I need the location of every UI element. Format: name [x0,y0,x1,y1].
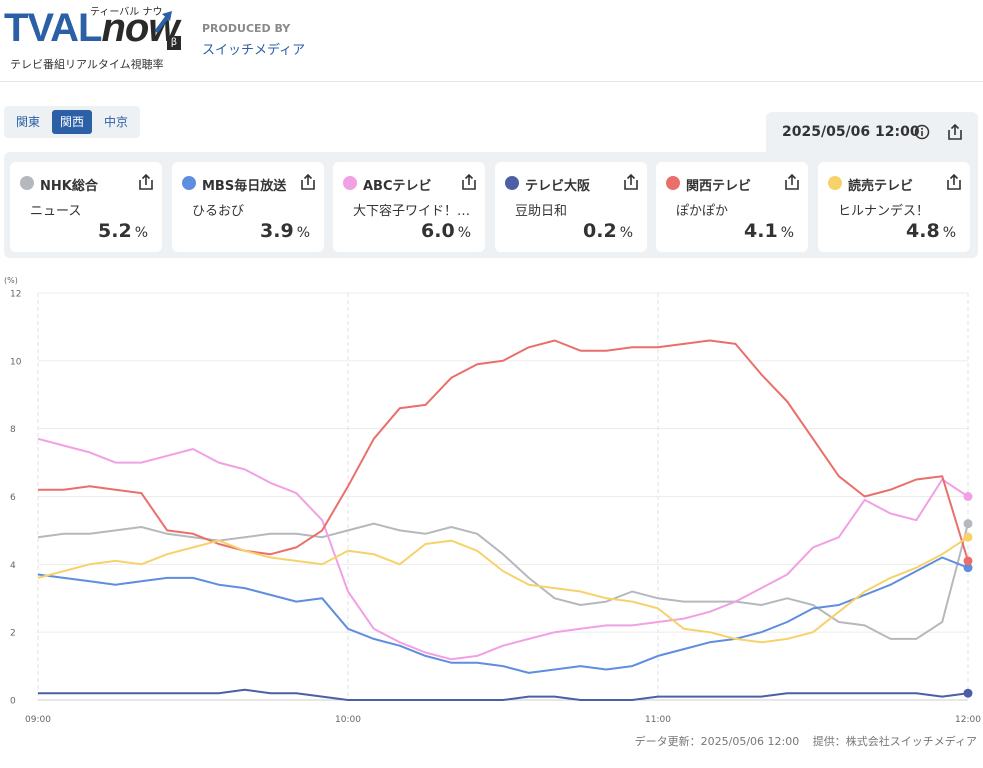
share-icon[interactable] [622,173,640,191]
share-icon[interactable] [946,123,964,141]
y-tick-label: 10 [10,357,22,367]
region-tabs: 関東 関西 中京 [4,106,141,138]
end-marker-nhk [963,519,973,529]
program-name: 大下容子ワイド！スクランブル [353,204,473,219]
datetime-box: 2025/05/06 12:00 [766,112,978,156]
share-icon[interactable] [299,173,317,191]
x-tick-label: 09:00 [25,715,51,725]
channel-card-ytv[interactable]: 読売テレビヒルナンデス！ 4.8% [818,162,970,252]
current-datetime: 2025/05/06 12:00 [782,124,920,140]
end-marker-mbs [963,563,973,573]
share-icon[interactable] [783,173,801,191]
data-updated-text: データ更新：2025/05/06 12:00 [634,735,800,748]
channel-panel [4,152,978,258]
channel-name: 関西テレビ [686,179,752,194]
series-line-ktv [38,339,969,562]
program-name: ニュース [30,204,82,219]
channel-color-dot [666,176,680,190]
y-tick-label: 2 [10,629,16,639]
tab-kanto[interactable]: 関東 [16,115,41,129]
series-line-tvo [38,688,969,701]
program-name: ひるおび [192,204,245,219]
end-marker-ytv [963,532,973,542]
end-marker-tvo [963,688,973,698]
tab-kansai[interactable]: 関西 [52,110,93,134]
rating-value: 6.0% [421,220,471,242]
x-tick-label: 11:00 [645,715,671,725]
arrow-up-icon [154,11,172,34]
channel-color-dot [505,176,519,190]
y-unit-label: (%) [4,276,18,285]
logo-kana: ティーバル ナウ [90,7,163,18]
y-tick-label: 8 [10,425,16,435]
tvalnow-logo[interactable]: TVALnow ティーバル ナウ β [4,7,181,50]
share-icon[interactable] [137,173,155,191]
rating-value: 4.8% [906,220,956,242]
channel-name: テレビ大阪 [525,179,591,194]
y-tick-label: 6 [10,493,16,503]
rating-value: 4.1% [744,220,794,242]
channel-card-nhk[interactable]: NHK総合ニュース 5.2% [10,162,162,252]
series-line-nhk [37,522,969,640]
share-icon[interactable] [460,173,478,191]
channel-name: ABCテレビ [363,179,432,194]
share-icon[interactable] [945,173,963,191]
produced-by-label: PRODUCED BY [202,22,291,35]
beta-badge: β [167,36,181,50]
y-tick-label: 12 [10,290,21,300]
channel-name: NHK総合 [40,179,98,194]
x-tick-label: 12:00 [955,715,981,725]
channel-name: 読売テレビ [848,179,914,194]
site-subtitle: テレビ番組リアルタイム視聴率 [10,58,164,71]
tab-chukyo[interactable]: 中京 [104,115,129,129]
x-tick-label: 10:00 [335,715,361,725]
footer: データ更新：2025/05/06 12:00 提供：株式会社スイッチメディア [625,733,977,749]
channel-card-mbs[interactable]: MBS毎日放送ひるおび 3.9% [172,162,324,252]
y-tick-label: 0 [10,697,16,707]
rating-value: 3.9% [260,220,310,242]
channel-card-ktv[interactable]: 関西テレビぽかぽか 4.1% [656,162,808,252]
channel-name: MBS毎日放送 [202,179,287,194]
channel-color-dot [182,176,196,190]
program-name: ヒルナンデス！ [838,204,930,219]
series-line-ytv [37,536,969,644]
end-marker-ktv [963,556,973,566]
rating-value: 0.2% [583,220,633,242]
program-name: 豆助日和 [515,204,568,219]
channel-card-tvo[interactable]: テレビ大阪豆助日和 0.2% [495,162,647,252]
y-tick-label: 4 [10,561,16,571]
end-marker-abc [963,492,973,501]
channel-color-dot [828,176,842,190]
provider-text: 提供：株式会社スイッチメディア [812,735,977,748]
series-line-mbs [37,556,969,674]
header: TVALnow ティーバル ナウ β テレビ番組リアルタイム視聴率 PRODUC… [0,0,983,82]
channel-color-dot [343,176,357,190]
producer-link[interactable]: スイッチメディア [202,43,306,58]
ratings-line-chart: 0 2 4 6 8 10 12 (%) 09:00 10:00 11:00 12:00 [4,276,981,725]
program-name: ぽかぽか [676,204,729,219]
channel-color-dot [20,176,34,190]
rating-value: 5.2% [98,220,148,242]
info-icon[interactable] [914,124,930,140]
series-line-abc [37,437,969,661]
